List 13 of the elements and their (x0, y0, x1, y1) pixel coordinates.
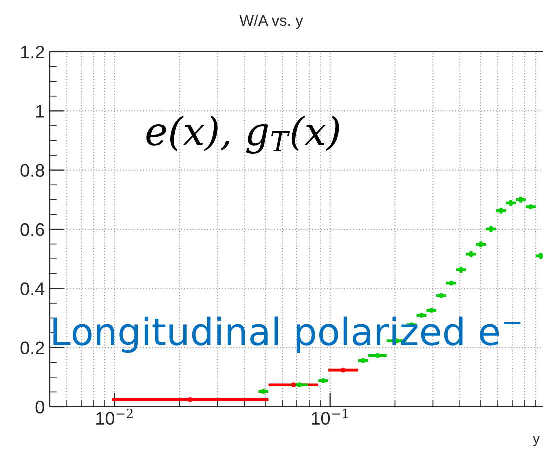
y-tick-label: 0.2 (20, 342, 44, 355)
x-tick-label: 10$^{−2}$ (96, 408, 133, 425)
y-tick-label: 0.4 (20, 282, 45, 296)
x-tick-label: 10$^{−1}$ (312, 408, 348, 425)
annotation: Longitudinal polarized e$^{−}$ (54, 316, 521, 354)
annotation: e(x), g$_{T}$(x) (146, 116, 340, 154)
x-axis-title: y (533, 436, 540, 446)
y-tick-label: 1.2 (21, 46, 44, 59)
y-tick-label: 0 (36, 400, 44, 414)
chart-title: W/A vs. y (240, 14, 304, 30)
y-tick-label: 0.6 (20, 223, 44, 236)
y-tick-label: 1 (36, 105, 44, 118)
y-tick-label: 0.8 (20, 164, 44, 178)
